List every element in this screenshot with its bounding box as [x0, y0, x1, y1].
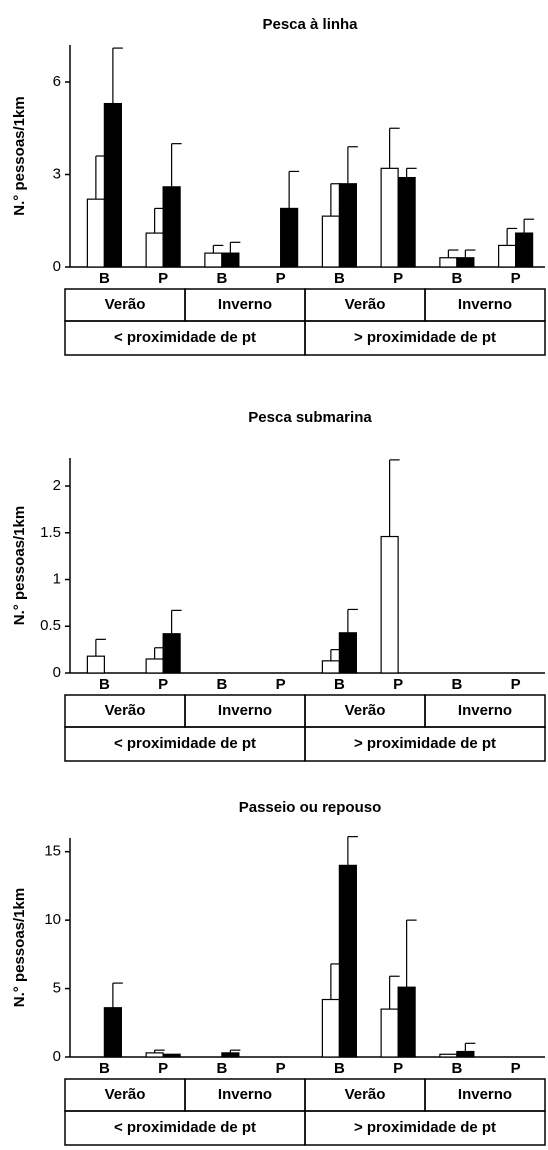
bar	[456, 257, 475, 268]
bar	[498, 244, 517, 268]
season-label: Inverno	[458, 702, 512, 719]
bar	[380, 1008, 399, 1058]
x-tick-label: B	[334, 676, 345, 693]
bar	[397, 986, 416, 1058]
y-tick-label: 0.5	[40, 617, 61, 634]
y-tick-label: 10	[44, 911, 61, 928]
bar	[380, 167, 399, 268]
x-tick-label: B	[451, 1060, 462, 1077]
bar	[338, 183, 357, 268]
proximity-label: > proximidade de pt	[354, 329, 496, 346]
bar	[162, 186, 181, 268]
proximity-box	[304, 320, 546, 356]
x-tick-label: P	[393, 270, 403, 287]
proximity-box	[304, 726, 546, 762]
x-tick-label: B	[334, 270, 345, 287]
x-tick-label: B	[334, 1060, 345, 1077]
y-tick-label: 0	[53, 258, 61, 275]
x-tick-label: P	[158, 676, 168, 693]
bar	[439, 257, 458, 268]
x-tick-label: B	[451, 270, 462, 287]
chart-title: Pesca à linha	[262, 16, 358, 33]
x-tick-label: P	[393, 1060, 403, 1077]
season-label: Inverno	[218, 296, 272, 313]
y-tick-label: 3	[53, 165, 61, 182]
x-tick-label: B	[99, 270, 110, 287]
bar	[103, 1007, 122, 1058]
bar	[86, 655, 105, 674]
y-tick-label: 0	[53, 1048, 61, 1065]
y-tick-label: 15	[44, 843, 61, 860]
season-label: Verão	[345, 296, 386, 313]
bar	[321, 215, 340, 268]
y-axis-label: N.° pessoas/1km	[11, 506, 28, 625]
bar	[456, 1050, 475, 1058]
bar	[321, 660, 340, 674]
x-tick-label: B	[216, 270, 227, 287]
proximity-label: < proximidade de pt	[114, 735, 256, 752]
x-tick-label: B	[99, 1060, 110, 1077]
y-axis-label: N.° pessoas/1km	[11, 888, 28, 1007]
season-label: Inverno	[218, 702, 272, 719]
x-tick-label: P	[511, 1060, 521, 1077]
y-tick-label: 2	[53, 477, 61, 494]
bar	[380, 535, 399, 674]
x-tick-label: B	[451, 676, 462, 693]
bar	[162, 633, 181, 674]
y-tick-label: 6	[53, 73, 61, 90]
x-tick-label: P	[276, 676, 286, 693]
x-tick-label: P	[393, 676, 403, 693]
season-label: Inverno	[458, 296, 512, 313]
y-tick-label: 1.5	[40, 524, 61, 541]
bar	[103, 102, 122, 268]
bar	[221, 252, 240, 268]
season-label: Verão	[105, 296, 146, 313]
x-tick-label: P	[158, 1060, 168, 1077]
y-tick-label: 0	[53, 664, 61, 681]
bar	[439, 1053, 458, 1058]
bar	[145, 658, 164, 674]
proximity-label: < proximidade de pt	[114, 1119, 256, 1136]
x-tick-label: P	[276, 1060, 286, 1077]
season-label: Verão	[105, 1086, 146, 1103]
bar	[145, 1052, 164, 1058]
proximity-label: < proximidade de pt	[114, 329, 256, 346]
y-tick-label: 5	[53, 980, 61, 997]
chart-title: Passeio ou repouso	[239, 799, 382, 816]
season-label: Verão	[345, 1086, 386, 1103]
bar	[86, 198, 105, 268]
season-label: Verão	[345, 702, 386, 719]
y-axis-label: N.° pessoas/1km	[11, 96, 28, 215]
x-tick-label: P	[511, 676, 521, 693]
season-label: Inverno	[218, 1086, 272, 1103]
season-label: Inverno	[458, 1086, 512, 1103]
x-tick-label: P	[511, 270, 521, 287]
bar	[515, 232, 534, 268]
x-tick-label: B	[216, 676, 227, 693]
y-tick-label: 1	[53, 570, 61, 587]
season-label: Verão	[105, 702, 146, 719]
bar	[397, 176, 416, 268]
bar	[162, 1053, 181, 1058]
x-tick-label: B	[99, 676, 110, 693]
bar	[321, 998, 340, 1058]
chart-title: Pesca submarina	[248, 409, 372, 426]
bar	[280, 207, 299, 268]
x-tick-label: B	[216, 1060, 227, 1077]
proximity-label: > proximidade de pt	[354, 1119, 496, 1136]
bar	[221, 1052, 240, 1058]
bar	[338, 864, 357, 1058]
bar	[145, 232, 164, 268]
proximity-box	[304, 1110, 546, 1146]
proximity-label: > proximidade de pt	[354, 735, 496, 752]
bar	[338, 632, 357, 674]
x-tick-label: P	[276, 270, 286, 287]
x-tick-label: P	[158, 270, 168, 287]
bar	[204, 252, 223, 268]
